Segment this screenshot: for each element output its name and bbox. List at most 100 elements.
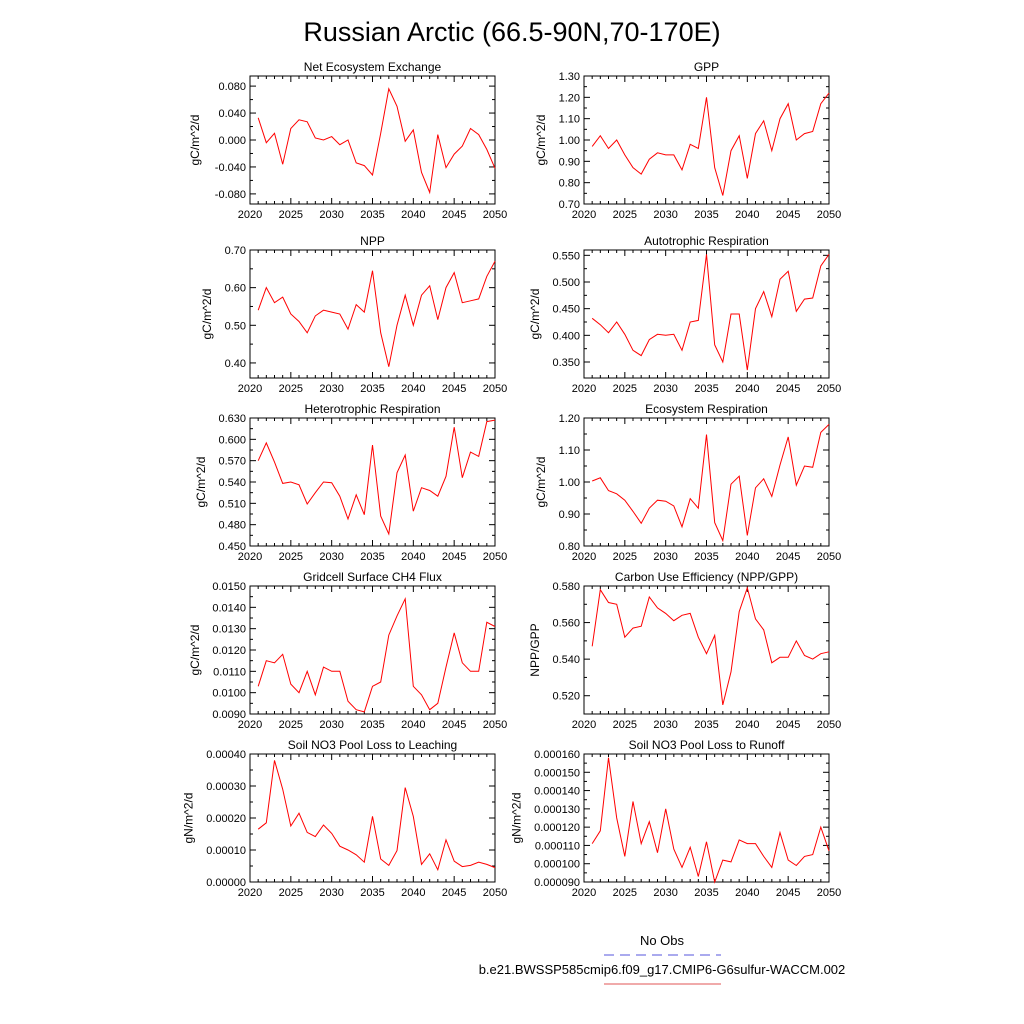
y-tick-label-soil-no3-pool-loss-to-leaching: 0.00000 xyxy=(206,877,246,889)
y-tick-label-gridcell-surface-ch4-flux: 0.0130 xyxy=(212,624,246,636)
y-axis-label-soil-no3-pool-loss-to-runoff: gN/m^2/d xyxy=(509,793,523,844)
y-tick-label-gridcell-surface-ch4-flux: 0.0120 xyxy=(212,645,246,657)
panel-title-ecosystem-respiration: Ecosystem Respiration xyxy=(645,402,768,416)
x-tick-label-ecosystem-respiration: 2035 xyxy=(694,551,718,563)
x-tick-label-npp: 2025 xyxy=(279,383,303,395)
y-tick-label-soil-no3-pool-loss-to-leaching: 0.00010 xyxy=(206,845,246,857)
panel-heterotrophic-respiration: Heterotrophic Respiration 2020 2025 2030 203… xyxy=(194,402,507,563)
x-tick-label-npp: 2050 xyxy=(483,383,507,395)
y-tick-label-soil-no3-pool-loss-to-leaching: 0.00020 xyxy=(206,813,246,825)
y-axis-label-ecosystem-respiration: gC/m^2/d xyxy=(534,457,548,508)
x-tick-label-soil-no3-pool-loss-to-leaching: 2025 xyxy=(279,887,303,899)
x-tick-label-autotrophic-respiration: 2040 xyxy=(735,383,759,395)
x-tick-label-gpp: 2030 xyxy=(653,209,677,221)
x-tick-label-gridcell-surface-ch4-flux: 2050 xyxy=(483,719,507,731)
panel-title-gridcell-surface-ch4-flux: Gridcell Surface CH4 Flux xyxy=(303,570,442,584)
y-tick-label-soil-no3-pool-loss-to-runoff: 0.000130 xyxy=(534,804,580,816)
y-tick-label-gpp: 0.80 xyxy=(559,178,580,190)
panel-npp: NPP 2020 2025 2030 2035 2040 2045 2050 0.40 0.50 0… xyxy=(200,234,507,395)
y-tick-label-carbon-use-efficiency-npp-gpp: 0.540 xyxy=(552,654,580,666)
y-tick-label-heterotrophic-respiration: 0.540 xyxy=(218,477,246,489)
y-tick-label-net-ecosystem-exchange: 0.000 xyxy=(218,135,246,147)
y-tick-label-heterotrophic-respiration: 0.630 xyxy=(218,413,246,425)
plot-frame-npp xyxy=(249,249,496,379)
y-axis-label-autotrophic-respiration: gC/m^2/d xyxy=(528,289,542,340)
y-axis-label-heterotrophic-respiration: gC/m^2/d xyxy=(194,457,208,508)
panel-title-heterotrophic-respiration: Heterotrophic Respiration xyxy=(304,402,440,416)
y-tick-label-heterotrophic-respiration: 0.480 xyxy=(218,520,246,532)
x-tick-label-autotrophic-respiration: 2020 xyxy=(572,383,596,395)
series-line-npp xyxy=(257,261,496,367)
panel-autotrophic-respiration: Autotrophic Respiration 2020 2025 2030 2035 2… xyxy=(528,234,841,395)
panel-title-soil-no3-pool-loss-to-runoff: Soil NO3 Pool Loss to Runoff xyxy=(629,738,786,752)
x-tick-label-heterotrophic-respiration: 2020 xyxy=(238,551,262,563)
x-tick-label-net-ecosystem-exchange: 2050 xyxy=(483,209,507,221)
x-tick-label-net-ecosystem-exchange: 2045 xyxy=(442,209,466,221)
plot-frame-heterotrophic-respiration xyxy=(249,417,496,547)
y-tick-label-gpp: 1.00 xyxy=(559,135,580,147)
panel-title-gpp: GPP xyxy=(694,60,719,74)
y-tick-label-ecosystem-respiration: 1.00 xyxy=(559,477,580,489)
y-tick-label-net-ecosystem-exchange: -0.080 xyxy=(215,189,246,201)
figure-title: Russian Arctic (66.5-90N,70-170E) xyxy=(303,17,720,47)
y-tick-label-soil-no3-pool-loss-to-runoff: 0.000150 xyxy=(534,767,580,779)
x-tick-label-heterotrophic-respiration: 2030 xyxy=(319,551,343,563)
panel-gpp: GPP 2020 2025 2030 2035 2040 2045 2050 0.70 0.80 0… xyxy=(534,60,841,221)
y-tick-label-heterotrophic-respiration: 0.600 xyxy=(218,434,246,446)
x-tick-label-soil-no3-pool-loss-to-leaching: 2040 xyxy=(401,887,425,899)
panel-soil-no3-pool-loss-to-leaching: Soil NO3 Pool Loss to Leaching 2020 2025 20… xyxy=(182,738,508,899)
y-tick-label-heterotrophic-respiration: 0.510 xyxy=(218,498,246,510)
series-line-net-ecosystem-exchange xyxy=(257,87,496,195)
x-tick-label-gpp: 2035 xyxy=(694,209,718,221)
y-tick-label-gridcell-surface-ch4-flux: 0.0110 xyxy=(213,666,246,678)
series-line-carbon-use-efficiency-npp-gpp xyxy=(591,586,830,706)
y-axis-label-net-ecosystem-exchange: gC/m^2/d xyxy=(188,115,202,166)
x-tick-label-carbon-use-efficiency-npp-gpp: 2025 xyxy=(613,719,637,731)
y-tick-label-net-ecosystem-exchange: -0.040 xyxy=(215,162,246,174)
y-tick-label-soil-no3-pool-loss-to-runoff: 0.000090 xyxy=(534,877,580,889)
x-tick-label-heterotrophic-respiration: 2035 xyxy=(360,551,384,563)
y-tick-label-gpp: 0.70 xyxy=(559,199,580,211)
x-tick-label-ecosystem-respiration: 2020 xyxy=(572,551,596,563)
x-tick-label-npp: 2040 xyxy=(401,383,425,395)
x-tick-label-carbon-use-efficiency-npp-gpp: 2035 xyxy=(694,719,718,731)
series-line-soil-no3-pool-loss-to-runoff xyxy=(591,757,830,884)
x-tick-label-carbon-use-efficiency-npp-gpp: 2030 xyxy=(653,719,677,731)
x-tick-label-soil-no3-pool-loss-to-runoff: 2050 xyxy=(817,887,841,899)
x-tick-label-gpp: 2040 xyxy=(735,209,759,221)
x-tick-label-npp: 2045 xyxy=(442,383,466,395)
y-axis-label-carbon-use-efficiency-npp-gpp: NPP/GPP xyxy=(528,623,542,676)
y-tick-label-soil-no3-pool-loss-to-runoff: 0.000120 xyxy=(534,822,580,834)
x-tick-label-soil-no3-pool-loss-to-runoff: 2045 xyxy=(776,887,800,899)
y-axis-label-gridcell-surface-ch4-flux: gC/m^2/d xyxy=(188,625,202,676)
y-tick-label-net-ecosystem-exchange: 0.080 xyxy=(218,81,246,93)
panel-soil-no3-pool-loss-to-runoff: Soil NO3 Pool Loss to Runoff 2020 2025 2030… xyxy=(509,738,841,899)
x-tick-label-gridcell-surface-ch4-flux: 2045 xyxy=(442,719,466,731)
x-tick-label-heterotrophic-respiration: 2040 xyxy=(401,551,425,563)
x-tick-label-ecosystem-respiration: 2050 xyxy=(817,551,841,563)
series-line-heterotrophic-respiration xyxy=(257,419,496,536)
x-tick-label-soil-no3-pool-loss-to-runoff: 2035 xyxy=(694,887,718,899)
y-axis-label-npp: gC/m^2/d xyxy=(200,289,214,340)
legend-label-model-run: b.e21.BWSSP585cmip6.f09_g17.CMIP6-G6sulf… xyxy=(479,962,846,977)
y-tick-label-net-ecosystem-exchange: 0.040 xyxy=(218,108,246,120)
x-tick-label-ecosystem-respiration: 2025 xyxy=(613,551,637,563)
y-tick-label-gridcell-surface-ch4-flux: 0.0090 xyxy=(212,709,246,721)
x-tick-label-net-ecosystem-exchange: 2040 xyxy=(401,209,425,221)
x-tick-label-net-ecosystem-exchange: 2020 xyxy=(238,209,262,221)
plot-frame-net-ecosystem-exchange xyxy=(249,75,496,205)
x-tick-label-soil-no3-pool-loss-to-leaching: 2030 xyxy=(319,887,343,899)
x-tick-label-gridcell-surface-ch4-flux: 2040 xyxy=(401,719,425,731)
y-tick-label-ecosystem-respiration: 1.10 xyxy=(559,445,580,457)
x-tick-label-carbon-use-efficiency-npp-gpp: 2020 xyxy=(572,719,596,731)
y-tick-label-gridcell-surface-ch4-flux: 0.0140 xyxy=(212,602,246,614)
series-line-soil-no3-pool-loss-to-leaching xyxy=(257,760,496,872)
panel-net-ecosystem-exchange: Net Ecosystem Exchange 2020 2025 2030 2035 20… xyxy=(188,60,507,221)
x-tick-label-soil-no3-pool-loss-to-runoff: 2025 xyxy=(613,887,637,899)
y-tick-label-npp: 0.70 xyxy=(225,245,246,257)
y-tick-label-carbon-use-efficiency-npp-gpp: 0.560 xyxy=(552,618,580,630)
panel-gridcell-surface-ch4-flux: Gridcell Surface CH4 Flux 2020 2025 2030 203… xyxy=(188,570,507,731)
series-line-autotrophic-respiration xyxy=(591,254,830,371)
y-tick-label-ecosystem-respiration: 0.90 xyxy=(559,509,580,521)
y-tick-label-npp: 0.60 xyxy=(225,283,246,295)
